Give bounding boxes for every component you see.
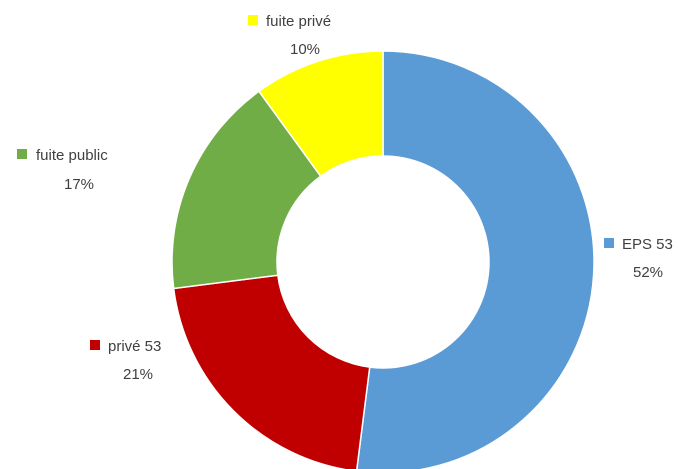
fuite-prive-name: fuite privé <box>266 13 331 30</box>
fuite-public-percent: 17% <box>64 176 94 193</box>
label-prive53: privé 53 21% <box>90 338 161 383</box>
slices-group <box>171 50 595 469</box>
slice-eps-53 <box>356 50 595 469</box>
prive53-name: privé 53 <box>108 338 161 355</box>
eps53-percent: 52% <box>633 264 663 281</box>
slice-priv-53 <box>172 274 371 469</box>
label-fuite-prive: fuite privé 10% <box>248 13 331 58</box>
fuite-public-name: fuite public <box>36 147 108 164</box>
fuite-public-marker <box>17 149 27 159</box>
eps53-name: EPS 53 <box>622 236 673 253</box>
fuite-prive-marker <box>248 15 258 25</box>
prive53-percent: 21% <box>123 366 153 383</box>
label-eps53: EPS 53 52% <box>604 236 673 281</box>
slice-fuite-public <box>171 90 322 290</box>
prive53-marker <box>90 340 100 350</box>
slice-fuite-priv <box>257 50 384 178</box>
label-fuite-public: fuite public 17% <box>17 147 108 193</box>
eps53-marker <box>604 238 614 248</box>
fuite-prive-percent: 10% <box>290 41 320 58</box>
